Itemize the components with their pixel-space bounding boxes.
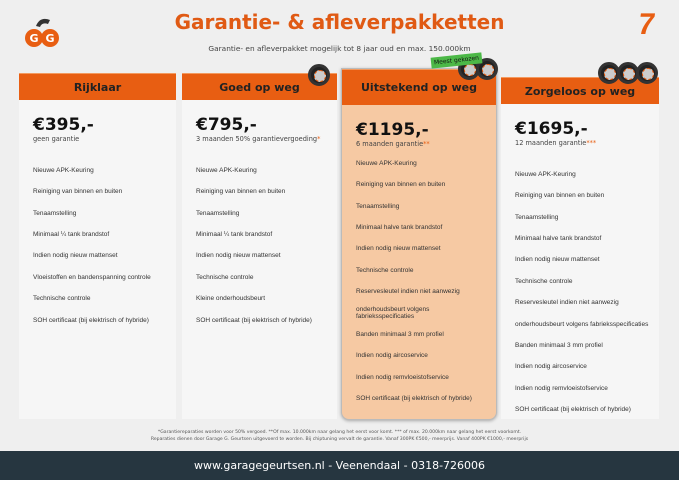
feature-item: onderhoudsbeurt volgens fabrieksspecific… xyxy=(515,320,649,328)
package-name: Rijklaar xyxy=(19,73,176,100)
feature-item: Technische controle xyxy=(33,295,91,303)
feature-item: SOH certificaat (bij elektrisch of hybri… xyxy=(196,316,312,324)
feature-item: Reiniging van binnen en buiten xyxy=(356,181,446,189)
package-price: €795,- xyxy=(196,115,257,135)
feature-item: Nieuwe APK-Keuring xyxy=(356,159,417,167)
feature-item: onderhoudsbeurt volgens fabrieksspecific… xyxy=(356,305,430,321)
package-name: Goed op weg xyxy=(182,73,337,100)
package-price: €1695,- xyxy=(515,119,588,139)
feature-item: Reiniging van binnen en buiten xyxy=(196,188,286,196)
package-card[interactable]: Goed op weg €795,- 3 maanden 50% garanti… xyxy=(182,73,337,419)
feature-item: Tenaamstelling xyxy=(356,202,400,210)
feature-item: Technische controle xyxy=(196,273,254,281)
footnote-marker: *** xyxy=(586,139,597,147)
footnote-line: Reparaties dienen door Garage G. Geurtse… xyxy=(150,437,529,442)
feature-item: Nieuwe APK-Keuring xyxy=(196,166,257,174)
description-text: 12 maanden garantie xyxy=(515,139,587,147)
feature-item: Reservesleutel indien niet aanwezig xyxy=(356,288,460,296)
tire-icon xyxy=(636,62,658,84)
feature-item: Minimaal ¼ tank brandstof xyxy=(33,230,110,238)
feature-item: SOH certificaat (bij elektrisch of hybri… xyxy=(33,316,149,324)
feature-item: Indien nodig nieuw mattenset xyxy=(33,252,118,260)
description-text: 6 maanden garantie xyxy=(356,140,424,148)
package-description: 3 maanden 50% garantievergoeding* xyxy=(196,135,337,143)
feature-item: Nieuwe APK-Keuring xyxy=(33,166,94,174)
feature-item: Technische controle xyxy=(356,266,414,274)
feature-item: Banden minimaal 3 mm profiel xyxy=(515,341,603,349)
footer-contact[interactable]: www.garagegeurtsen.nl - Veenendaal - 031… xyxy=(0,451,679,480)
tire-icon xyxy=(308,64,330,86)
feature-item: Banden minimaal 3 mm profiel xyxy=(356,330,444,338)
svg-text:G: G xyxy=(45,32,54,45)
feature-item: Minimaal halve tank brandstof xyxy=(515,234,602,242)
tire-icon xyxy=(617,62,639,84)
tire-icon xyxy=(476,58,498,80)
description-text: 3 maanden 50% garantievergoeding xyxy=(196,135,318,143)
subtitle: Garantie- en afleverpakket mogelijk tot … xyxy=(208,44,471,53)
feature-item: Reservesleutel indien niet aanwezig xyxy=(515,299,619,307)
feature-item: Kleine onderhoudsbeurt xyxy=(196,295,266,303)
feature-item: Indien nodig nieuw mattenset xyxy=(356,245,441,253)
package-description: 6 maanden garantie** xyxy=(356,140,496,148)
package-description: geen garantie xyxy=(33,135,176,143)
package-price: €1195,- xyxy=(356,120,429,140)
package-card[interactable]: Rijklaar €395,- geen garantie Nieuwe APK-… xyxy=(19,73,176,419)
feature-item: Indien nodig nieuw mattenset xyxy=(196,252,281,260)
package-description: 12 maanden garantie*** xyxy=(515,139,659,147)
feature-item: Minimaal ¼ tank brandstof xyxy=(196,230,273,238)
feature-item: Technische controle xyxy=(515,277,573,285)
feature-item: Indien nodig remvloeistofservice xyxy=(356,373,449,381)
description-text: geen garantie xyxy=(33,135,80,143)
feature-item: Minimaal halve tank brandstof xyxy=(356,223,443,231)
package-price: €395,- xyxy=(33,115,94,135)
feature-item: Indien nodig nieuw mattenset xyxy=(515,256,600,264)
feature-item: Vloeistoffen en bandenspanning controle xyxy=(33,273,151,281)
page-title: Garantie- & afleverpakketten xyxy=(174,10,505,34)
feature-item: Indien nodig remvloeistofservice xyxy=(515,384,608,392)
feature-item: Nieuwe APK-Keuring xyxy=(515,170,576,178)
feature-item: Reiniging van binnen en buiten xyxy=(515,192,605,200)
feature-item: SOH certificaat (bij elektrisch of hybri… xyxy=(515,406,631,414)
footnote-marker: ** xyxy=(423,140,430,148)
feature-item: Reiniging van binnen en buiten xyxy=(33,188,123,196)
footnote-line: *Garantiereparaties worden voor 50% verg… xyxy=(157,430,522,435)
svg-text:G: G xyxy=(29,32,38,45)
footnotes: *Garantiereparaties worden voor 50% verg… xyxy=(0,429,679,443)
package-card[interactable]: Zorgeloos op weg €1695,- 12 maanden gara… xyxy=(501,77,659,419)
feature-item: Tenaamstelling xyxy=(196,209,240,217)
feature-item: Tenaamstelling xyxy=(515,213,559,221)
feature-item: Tenaamstelling xyxy=(33,209,77,217)
feature-item: Indien nodig aircoservice xyxy=(515,363,587,371)
logo: G G xyxy=(25,18,59,47)
feature-item: Indien nodig aircoservice xyxy=(356,352,428,360)
package-card[interactable]: Uitstekend op weg €1195,- 6 maanden gara… xyxy=(341,68,497,420)
feature-item: SOH certificaat (bij elektrisch of hybri… xyxy=(356,395,472,403)
footnote-marker: * xyxy=(317,135,321,143)
